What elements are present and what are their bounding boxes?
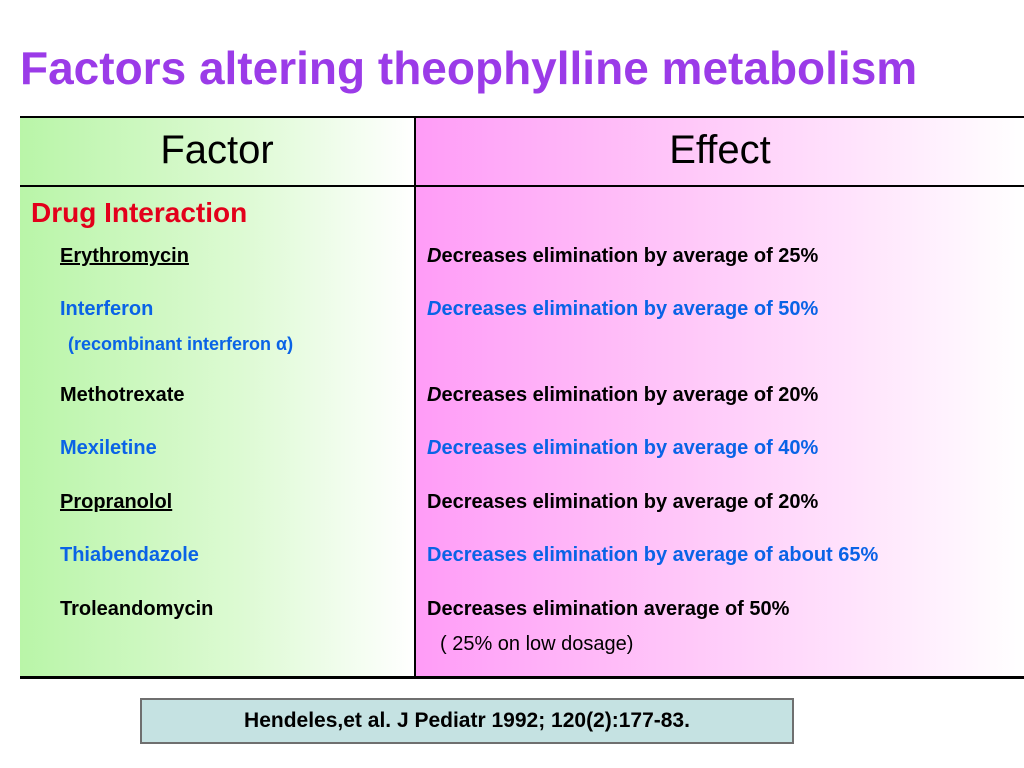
factor-propranolol: Propranolol xyxy=(60,491,173,513)
factor-interferon-note: (recombinant interferon α) xyxy=(68,334,294,354)
effect-erythromycin: Decreases elimination by average of 25% xyxy=(427,243,818,269)
effect-text: ecreases elimination by average of 50% xyxy=(441,298,819,320)
header-effect: Effect xyxy=(669,128,771,172)
effect-column xyxy=(416,118,1024,676)
factor-thiabendazole: Thiabendazole xyxy=(60,544,199,566)
effect-troleandomycin: Decreases elimination average of 50% xyxy=(427,598,790,620)
effect-text: ecreases elimination by average of 40% xyxy=(441,437,819,459)
factor-erythromycin: Erythromycin xyxy=(60,245,189,267)
factor-column xyxy=(20,118,416,676)
effect-initial: D xyxy=(427,298,442,320)
effect-initial: D xyxy=(427,437,442,459)
factor-troleandomycin: Troleandomycin xyxy=(60,598,214,620)
effect-methotrexate: Decreases elimination by average of 20% xyxy=(427,382,818,408)
factor-mexiletine: Mexiletine xyxy=(60,437,157,459)
effect-interferon: Decreases elimination by average of 50% xyxy=(427,296,818,322)
effect-propranolol: Decreases elimination by average of 20% xyxy=(427,491,819,513)
effect-troleandomycin-note: ( 25% on low dosage) xyxy=(440,633,634,655)
effect-mexiletine: Decreases elimination by average of 40% xyxy=(427,435,818,461)
effect-initial: D xyxy=(427,384,442,406)
effect-text: ecreases elimination by average of 20% xyxy=(441,384,819,406)
effect-text: ecreases elimination by average of 25% xyxy=(441,245,819,267)
header-divider xyxy=(20,185,1024,187)
effect-thiabendazole: Decreases elimination by average of abou… xyxy=(427,544,879,566)
slide-title: Factors altering theophylline metabolism xyxy=(20,42,918,94)
citation-box: Hendeles,et al. J Pediatr 1992; 120(2):1… xyxy=(140,698,794,744)
factor-methotrexate: Methotrexate xyxy=(60,384,185,406)
header-factor: Factor xyxy=(160,128,274,172)
factor-interferon: Interferon xyxy=(60,298,154,320)
section-drug-interaction: Drug Interaction xyxy=(31,197,248,228)
effect-initial: D xyxy=(427,245,442,267)
factors-table: Factor Effect Drug Interaction Erythromy… xyxy=(20,116,1024,679)
